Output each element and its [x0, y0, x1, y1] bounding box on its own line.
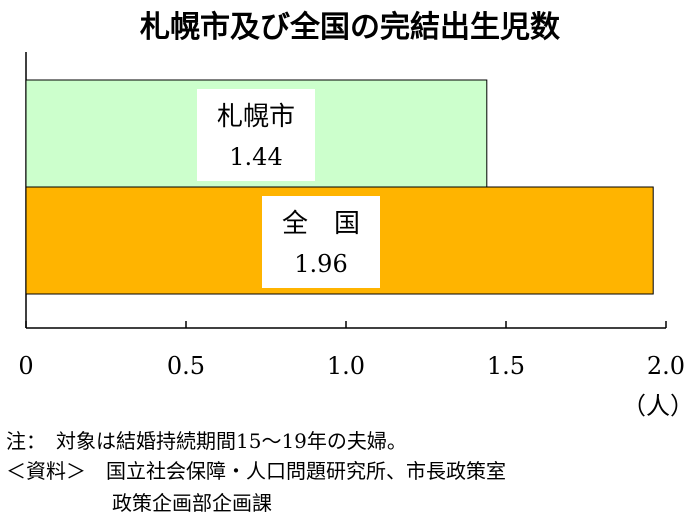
- x-tick-label: 0.5: [167, 352, 205, 380]
- bar-value-label: 1.44: [229, 143, 282, 171]
- source-line-continued: 政策企画部企画課: [112, 491, 272, 515]
- bar-value-label: 1.96: [294, 250, 347, 278]
- chart-title: 札幌市及び全国の完結出生児数: [140, 10, 560, 45]
- x-tick-label: 1.5: [487, 352, 525, 380]
- bar-label-box: [197, 89, 315, 181]
- bar-category-label: 札幌市: [217, 102, 295, 132]
- x-tick-label: 1.0: [327, 352, 365, 380]
- x-tick-label: 2.0: [647, 352, 685, 380]
- source-line: ＜資料＞ 国立社会保障・人口問題研究所、市長政策室: [6, 459, 506, 483]
- bar-label-box: [262, 196, 380, 288]
- x-tick-label: 0: [18, 352, 33, 380]
- note-line: 注： 対象は結婚持続期間15～19年の夫婦。: [6, 429, 407, 453]
- x-axis-unit: （人）: [622, 392, 694, 420]
- bar-category-label: 全 国: [282, 209, 360, 239]
